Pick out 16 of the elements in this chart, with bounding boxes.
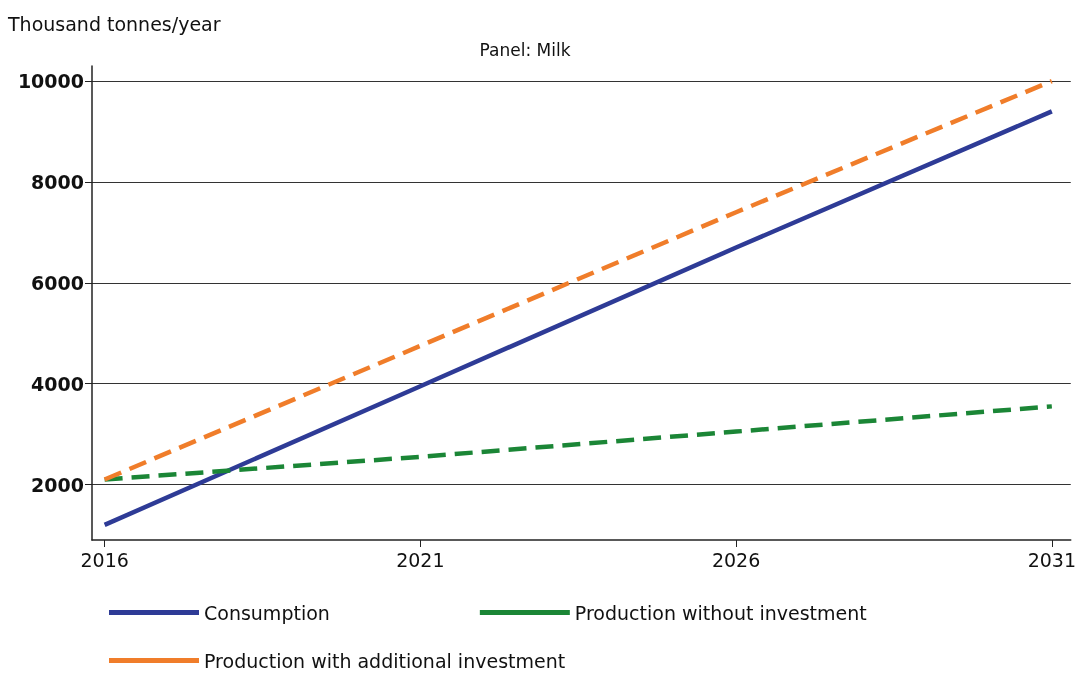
legend-label: Production without investment [574,601,867,624]
x-tick-label: 2021 [396,548,445,571]
y-tick-label: 6000 [31,271,84,294]
legend-label: Production with additional investment [204,649,566,672]
x-tick-label: 2016 [80,548,129,571]
y-tick-label: 8000 [31,170,84,193]
line-series [102,109,1055,528]
y-axis-title: Thousand tonnes/year [7,12,221,35]
line-series [102,78,1055,482]
x-tick-label: 2026 [711,548,761,571]
legend-label: Consumption [204,601,330,624]
y-tick-label: 10000 [17,70,84,93]
y-tick-label: 4000 [31,372,84,395]
y-tick-label: 2000 [31,473,84,496]
x-tick-label: 2031 [1027,548,1076,571]
chart-title: Panel: Milk [479,39,571,60]
